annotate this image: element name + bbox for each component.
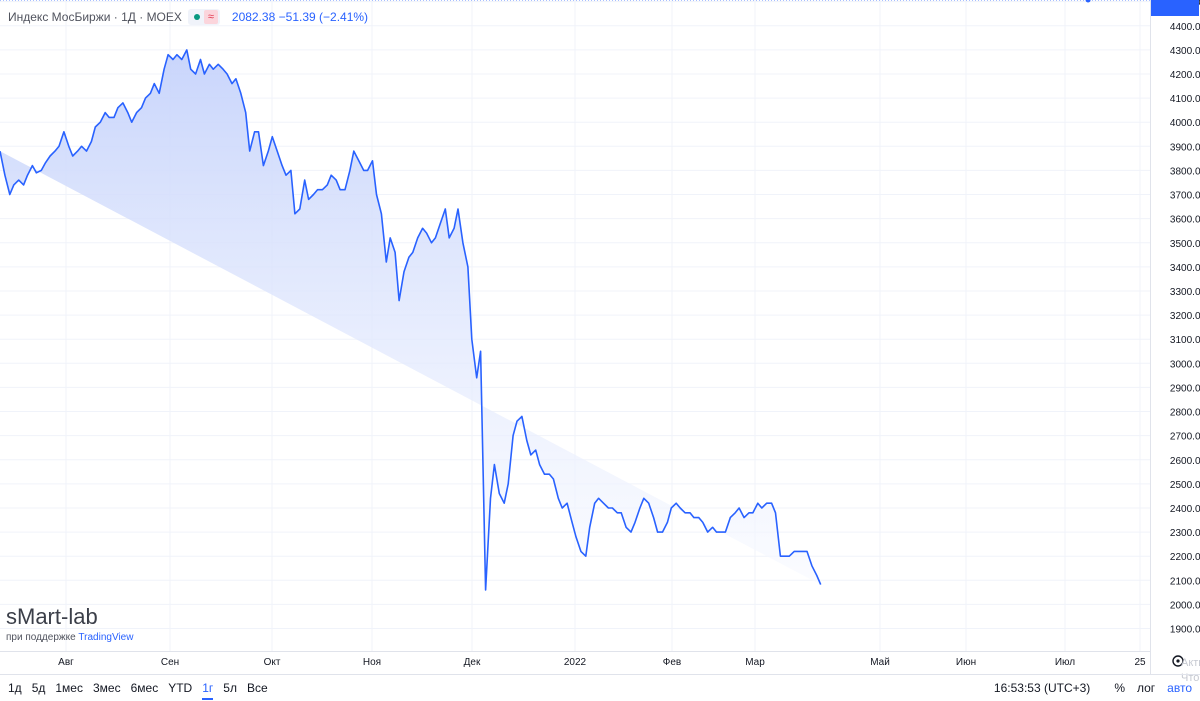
- delayed-data-icon[interactable]: ≈: [203, 10, 218, 24]
- grid: [0, 0, 1150, 651]
- y-tick-label: 2000.00: [1170, 600, 1200, 611]
- y-tick-label: 2300.00: [1170, 528, 1200, 539]
- price-change: −51.39 (−2.41%): [278, 10, 369, 24]
- y-tick-label: 3000.00: [1170, 359, 1200, 370]
- y-tick-label: 3300.00: [1170, 287, 1200, 298]
- last-price: 2082.38: [231, 10, 276, 24]
- y-tick-label: 4300.00: [1170, 46, 1200, 57]
- last-price-label-bg: [1151, 0, 1199, 16]
- last-price-label: 2082.38: [1157, 0, 1194, 3]
- x-tick-label: 2022: [564, 657, 587, 668]
- tradingview-link[interactable]: TradingView: [78, 632, 134, 643]
- range-button[interactable]: 3мес: [92, 681, 121, 695]
- symbol-title[interactable]: Индекс МосБиржи · 1Д · MOEX: [8, 10, 182, 24]
- y-tick-label: 4400.00: [1170, 22, 1200, 33]
- y-tick-label: 2400.00: [1170, 504, 1200, 515]
- percent-scale-toggle[interactable]: %: [1114, 681, 1125, 695]
- range-button[interactable]: Все: [246, 681, 268, 695]
- market-open-icon[interactable]: [190, 10, 204, 24]
- range-button[interactable]: YTD: [168, 681, 193, 695]
- watermark: sMart-lab при поддержке TradingView: [6, 604, 133, 644]
- chart-legend: Индекс МосБиржи · 1Д · MOEX ≈ 2082.38 −5…: [8, 8, 368, 26]
- status-badges: ≈: [187, 9, 220, 25]
- x-tick-label: Авг: [58, 657, 74, 668]
- activation-notice-line-2: Чтоб: [1181, 672, 1200, 684]
- range-button[interactable]: 1г: [202, 681, 214, 700]
- x-tick-label: 25: [1134, 657, 1146, 668]
- price-line[interactable]: [0, 49, 822, 591]
- last-point[interactable]: [1085, 0, 1091, 3]
- watermark-prefix: при поддержке: [6, 632, 76, 643]
- y-tick-label: 2600.00: [1170, 456, 1200, 467]
- y-tick-label: 3700.00: [1170, 191, 1200, 202]
- y-tick-label: 1900.00: [1170, 625, 1200, 636]
- bottom-toolbar: 1д 5д 1мес 3мес 6мес YTD 1г 5л Все 16:53:53 (UTC…: [0, 674, 1200, 701]
- x-tick-label: Дек: [464, 657, 481, 668]
- range-button[interactable]: 5д: [31, 681, 46, 695]
- y-axis[interactable]: 1900.00 2000.00 2100.00 2200.00 2300.00 2400.…: [1150, 0, 1200, 674]
- y-tick-label: 4100.00: [1170, 94, 1200, 105]
- y-tick-label: 3200.00: [1170, 311, 1200, 322]
- x-tick-label: Май: [870, 657, 890, 668]
- y-tick-label: 3500.00: [1170, 239, 1200, 250]
- x-tick-label: Июн: [956, 657, 976, 668]
- activation-notice-line-1: Акти: [1181, 657, 1200, 669]
- range-button[interactable]: 1д: [8, 681, 22, 695]
- x-axis[interactable]: Авг Сен Окт Ноя Дек 2022 Фев Мар Май Июн Июл 25: [0, 651, 1150, 669]
- x-tick-label: Сен: [161, 657, 179, 668]
- x-tick-label: Мар: [745, 657, 765, 668]
- clock[interactable]: 16:53:53 (UTC+3): [993, 681, 1091, 695]
- y-tick-label: 4200.00: [1170, 70, 1200, 81]
- area-fill: [0, 49, 821, 590]
- range-button[interactable]: 5л: [223, 681, 237, 695]
- y-tick-label: 3900.00: [1170, 142, 1200, 153]
- y-tick-label: 2900.00: [1170, 383, 1200, 394]
- y-tick-label: 3400.00: [1170, 263, 1200, 274]
- y-tick-label: 2700.00: [1170, 432, 1200, 443]
- range-button[interactable]: 1мес: [55, 681, 83, 695]
- x-tick-label: Окт: [264, 657, 281, 668]
- x-tick-label: Фев: [663, 657, 681, 668]
- y-tick-label: 3800.00: [1170, 166, 1200, 177]
- y-tick-label: 3600.00: [1170, 215, 1200, 226]
- watermark-subtitle: при поддержке TradingView: [6, 632, 133, 643]
- watermark-title: sMart-lab: [6, 604, 98, 629]
- auto-scale-toggle[interactable]: авто: [1167, 681, 1192, 695]
- range-selector: 1д 5д 1мес 3мес 6мес YTD 1г 5л Все: [8, 675, 268, 701]
- legend-values: 2082.38 −51.39 (−2.41%): [232, 10, 368, 24]
- range-button[interactable]: 6мес: [130, 681, 159, 695]
- y-tick-label: 2100.00: [1170, 576, 1200, 587]
- y-tick-label: 2500.00: [1170, 480, 1200, 491]
- scale-controls: 16:53:53 (UTC+3) % лог авто: [994, 675, 1200, 701]
- y-tick-label: 2800.00: [1170, 408, 1200, 419]
- log-scale-toggle[interactable]: лог: [1136, 681, 1156, 695]
- x-tick-label: Ноя: [363, 657, 381, 668]
- x-tick-label: Июл: [1055, 657, 1075, 668]
- y-tick-label: 2200.00: [1170, 552, 1200, 563]
- y-tick-label: 4000.00: [1170, 118, 1200, 129]
- y-tick-label: 3100.00: [1170, 335, 1200, 346]
- settings-gear-icon[interactable]: [1172, 655, 1184, 667]
